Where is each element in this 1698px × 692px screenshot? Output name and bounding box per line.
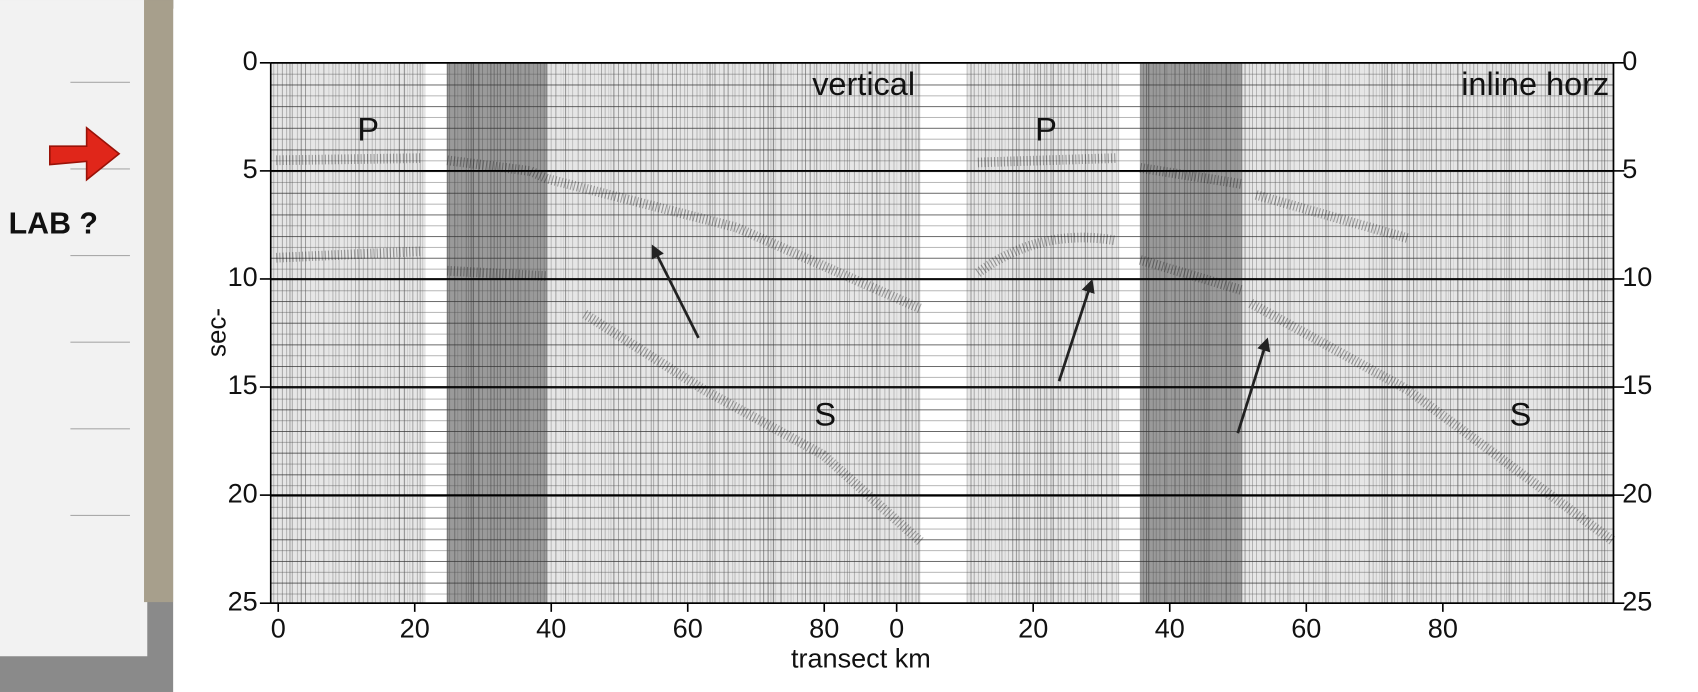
- phase-label: S: [814, 397, 836, 433]
- x-tick-label: 60: [673, 612, 703, 643]
- phase-label: S: [1510, 397, 1532, 433]
- x-tick-label: 20: [1018, 612, 1048, 643]
- y-tick-label: 5: [243, 153, 258, 184]
- x-axis-label: transect km: [791, 643, 931, 674]
- plot-area: 0 0 5 5 10 10 15 15 20 20 25 25 0 20 40 60 80 vertical P S 0…: [228, 45, 1653, 643]
- y-tick-label-right: 25: [1622, 585, 1652, 616]
- y-tick-label: 20: [228, 477, 258, 508]
- core-image: [144, 0, 174, 603]
- y-axis-label: sec-: [202, 308, 232, 357]
- annotation: LAB ?: [9, 207, 98, 240]
- arrival: [446, 265, 548, 282]
- arrival: [1138, 255, 1244, 295]
- y-tick-label-right: 0: [1622, 45, 1637, 76]
- panel-title: inline horz: [1461, 66, 1609, 102]
- y-tick-label: 15: [228, 369, 258, 400]
- x-tick-label: 0: [271, 612, 286, 643]
- y-tick-label-right: 10: [1622, 261, 1652, 292]
- y-tick-label: 25: [228, 585, 258, 616]
- arrival: [977, 153, 1116, 168]
- y-tick-label-right: 5: [1622, 153, 1637, 184]
- x-tick-label: 40: [536, 612, 566, 643]
- y-tick-label: 0: [243, 45, 258, 76]
- arrival: [446, 155, 923, 314]
- arrival: [1248, 298, 1617, 546]
- x-tick-label: 80: [1428, 612, 1458, 643]
- pointer-arrow: [651, 244, 700, 339]
- pointer-arrow: [1236, 337, 1271, 434]
- y-tick-label-right: 15: [1622, 369, 1652, 400]
- phase-label: P: [357, 112, 379, 148]
- y-tick-label: 10: [228, 261, 258, 292]
- x-tick-label: 20: [400, 612, 430, 643]
- x-tick-label: 40: [1155, 612, 1185, 643]
- x-tick-label: 80: [809, 612, 839, 643]
- phase-label: P: [1035, 112, 1057, 148]
- red-arrow: [49, 126, 121, 182]
- arrival: [582, 309, 924, 546]
- x-tick-label: 0: [889, 612, 904, 643]
- y-tick-label-right: 20: [1622, 477, 1652, 508]
- panel-title: vertical: [812, 66, 915, 102]
- fine-lines: [270, 62, 1614, 604]
- side-panel: [0, 0, 148, 657]
- pointer-arrow: [1057, 278, 1095, 382]
- x-tick-label: 60: [1291, 612, 1321, 643]
- arrival: [1254, 190, 1410, 243]
